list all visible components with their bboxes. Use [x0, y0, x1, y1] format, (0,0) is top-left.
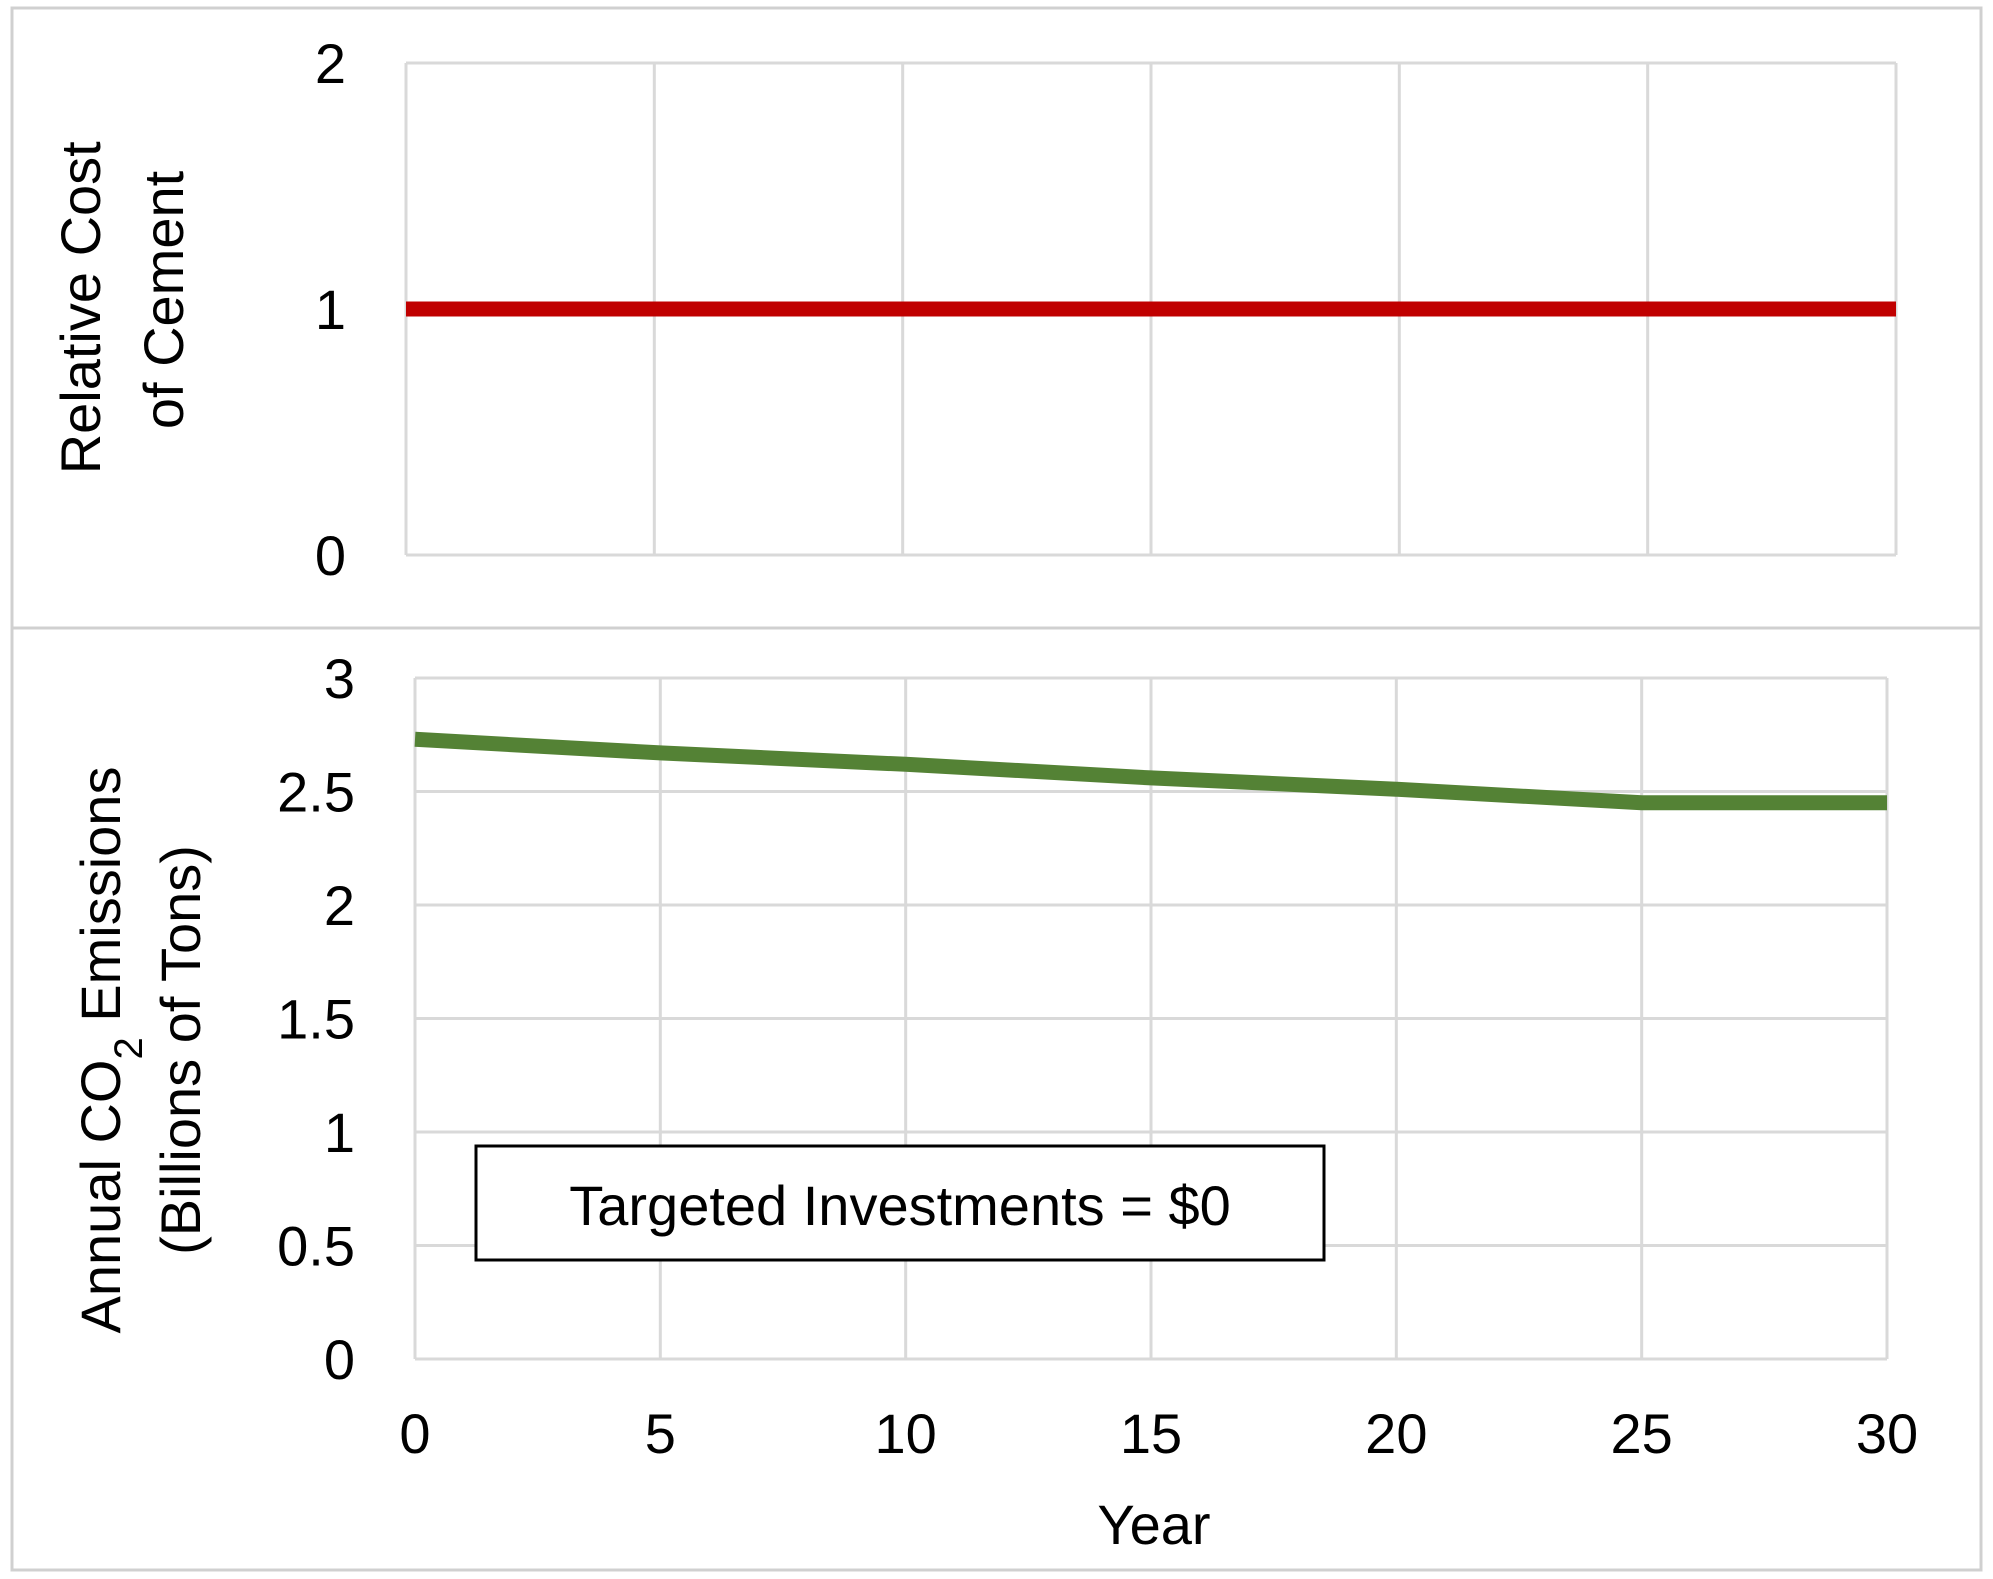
emissions-x-tick-3: 15	[1120, 1402, 1182, 1465]
emissions-y-tick-1: 0.5	[277, 1215, 355, 1278]
co2-subscript: 2	[107, 1037, 151, 1059]
emissions-x-tick-1: 5	[645, 1402, 676, 1465]
emissions-point-0-3	[1150, 777, 1152, 779]
emissions-series-line-0	[414, 731, 1887, 811]
x-axis-title: Year	[1097, 1493, 1210, 1556]
emissions-y-axis-title-part-b: Emissions	[69, 767, 132, 1038]
cost-point-0-6	[1895, 308, 1897, 310]
emissions-point-0-4	[1395, 788, 1397, 790]
emissions-point-0-5	[1641, 802, 1643, 804]
cost-point-0-2	[902, 308, 904, 310]
annotation-text: Targeted Investments = $0	[569, 1174, 1231, 1237]
emissions-point-0-1	[659, 752, 661, 754]
cost-point-0-0	[405, 308, 407, 310]
emissions-y-axis-title-part-a: Annual CO	[69, 1060, 132, 1334]
emissions-y-tick-5: 2.5	[277, 761, 355, 824]
emissions-y-tick-4: 2	[324, 874, 355, 937]
emissions-y-tick-6: 3	[324, 647, 355, 710]
cost-y-axis-title-line-2: of Cement	[132, 170, 195, 429]
emissions-y-tick-0: 0	[324, 1328, 355, 1391]
cost-point-0-1	[653, 308, 655, 310]
emissions-chart: 00.511.522.530 5 10 15 20 25 30	[277, 647, 1918, 1465]
emissions-x-tick-6: 30	[1856, 1402, 1918, 1465]
cost-y-axis-title-line-1: Relative Cost	[49, 141, 112, 474]
emissions-y-axis-title-line-1: Annual CO2 Emissions	[69, 767, 151, 1334]
emissions-point-0-2	[905, 763, 907, 765]
top-panel-frame	[10, 6, 1983, 630]
emissions-x-tick-2: 10	[875, 1402, 937, 1465]
cost-point-0-3	[1150, 308, 1152, 310]
emissions-x-tick-4: 20	[1365, 1402, 1427, 1465]
cost-point-0-4	[1398, 308, 1400, 310]
emissions-point-0-0	[414, 738, 416, 740]
emissions-y-axis-title: Annual CO2 Emissions (Billions of Tons)	[69, 767, 212, 1334]
emissions-x-tick-0: 0	[399, 1402, 430, 1465]
cost-y-tick-0: 0	[315, 524, 346, 587]
emissions-x-tick-5: 25	[1611, 1402, 1673, 1465]
cost-y-tick-2: 2	[315, 32, 346, 95]
emissions-y-tick-2: 1	[324, 1101, 355, 1164]
emissions-y-tick-3: 1.5	[277, 988, 355, 1051]
cost-chart: 0 1 2	[315, 32, 1898, 587]
bottom-panel-frame	[10, 626, 1983, 1572]
cost-y-axis-title: Relative Cost of Cement	[49, 126, 195, 475]
annotation-box	[474, 1144, 1326, 1262]
cost-y-tick-1: 1	[315, 278, 346, 341]
emissions-point-0-6	[1886, 802, 1888, 804]
cost-point-0-5	[1647, 308, 1649, 310]
emissions-y-axis-title-line-2: (Billions of Tons)	[149, 845, 212, 1255]
